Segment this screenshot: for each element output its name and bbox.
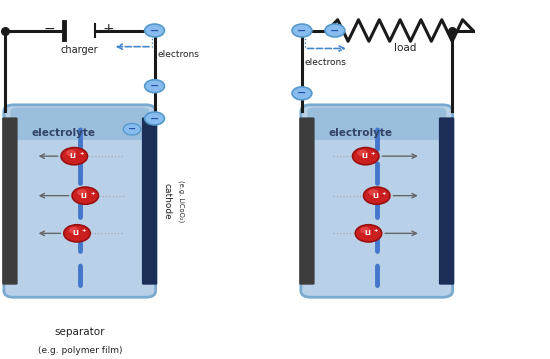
FancyBboxPatch shape (299, 117, 315, 285)
Text: electrolyte: electrolyte (328, 128, 392, 138)
Circle shape (64, 225, 90, 242)
Circle shape (292, 87, 312, 100)
Text: −: − (150, 113, 160, 123)
Text: +: + (373, 228, 378, 233)
Text: Li: Li (372, 193, 379, 199)
FancyBboxPatch shape (439, 117, 454, 285)
Text: (e.g. polymer film): (e.g. polymer film) (37, 345, 122, 355)
Text: separator: separator (54, 327, 105, 337)
Text: +: + (79, 151, 84, 156)
Circle shape (69, 227, 79, 233)
Text: −: − (128, 124, 136, 134)
Text: −: − (297, 88, 307, 98)
Text: −: − (43, 22, 56, 36)
FancyBboxPatch shape (10, 108, 149, 140)
Circle shape (353, 148, 379, 165)
Text: +: + (82, 228, 86, 233)
Text: Li: Li (73, 230, 79, 236)
FancyBboxPatch shape (301, 105, 453, 297)
Circle shape (360, 227, 370, 233)
Text: −: − (150, 25, 160, 36)
Text: +: + (382, 191, 386, 196)
Circle shape (292, 24, 312, 37)
Text: Li: Li (364, 230, 371, 236)
Circle shape (145, 112, 164, 125)
Text: electrolyte: electrolyte (31, 128, 95, 138)
Text: −: − (297, 25, 307, 36)
Text: (e.g. LiCoO₂): (e.g. LiCoO₂) (178, 180, 185, 222)
FancyBboxPatch shape (307, 108, 446, 140)
Text: −: − (150, 81, 160, 91)
Circle shape (77, 189, 87, 196)
FancyBboxPatch shape (4, 105, 156, 297)
Text: +: + (90, 191, 95, 196)
Text: +: + (371, 151, 375, 156)
Circle shape (368, 189, 378, 196)
Text: +: + (102, 22, 114, 36)
Circle shape (72, 187, 98, 204)
Text: Li: Li (81, 193, 87, 199)
Circle shape (66, 150, 76, 156)
FancyBboxPatch shape (2, 117, 18, 285)
Text: Li: Li (361, 153, 368, 159)
Circle shape (355, 225, 382, 242)
Text: electrons: electrons (157, 50, 199, 60)
Circle shape (145, 80, 164, 93)
Text: Li: Li (70, 153, 76, 159)
Circle shape (145, 24, 164, 37)
Text: load: load (394, 43, 417, 53)
Text: electrons: electrons (305, 58, 346, 67)
Text: cathode: cathode (162, 183, 171, 219)
Circle shape (364, 187, 390, 204)
Text: charger: charger (61, 45, 98, 55)
Circle shape (325, 24, 345, 37)
Circle shape (358, 150, 367, 156)
Text: −: − (330, 25, 340, 36)
Circle shape (61, 148, 87, 165)
FancyBboxPatch shape (142, 117, 157, 285)
Circle shape (123, 123, 141, 135)
